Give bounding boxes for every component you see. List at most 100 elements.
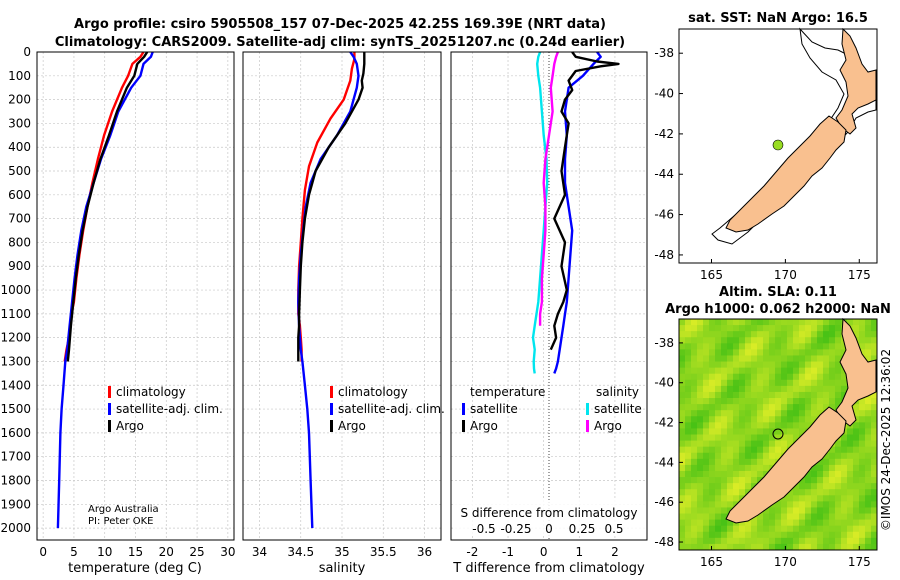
sla-map-cell: [685, 428, 692, 435]
sla-map-cell: [745, 519, 752, 527]
depth-tick-100: 100: [8, 69, 31, 83]
sla-map-cell: [853, 531, 860, 539]
sla-map-cell: [859, 531, 866, 539]
sla-map-cell: [739, 543, 746, 551]
sst-map-lat--38: -38: [654, 46, 674, 60]
sla-map-cell: [775, 428, 782, 435]
sla-map-cell: [727, 519, 734, 527]
sla-map-cell: [781, 507, 788, 514]
sla-map-cell: [763, 537, 770, 545]
sla-map-cell: [703, 477, 710, 484]
sla-map-cell: [829, 404, 836, 411]
sla-map-cell: [793, 525, 800, 533]
sla-map-cell: [865, 464, 872, 472]
sla-map-cell: [709, 543, 716, 551]
sla-map-cell: [745, 470, 752, 478]
sla-map-cell: [721, 379, 728, 387]
sla-map-cell: [769, 440, 776, 448]
sla-map-cell: [733, 543, 740, 551]
sla-map-cell: [697, 361, 704, 369]
sla-map-cell: [727, 501, 734, 508]
sla-map-cell: [697, 537, 704, 545]
sla-map-cell: [685, 404, 692, 411]
sla-map-cell: [733, 531, 740, 539]
sla-map-cell: [715, 434, 722, 441]
sla-map-cell: [733, 373, 740, 381]
sla-map-cell: [871, 391, 878, 399]
sla-map-cell: [793, 495, 800, 502]
sla-map-cell: [733, 398, 740, 405]
sla-map-cell: [721, 343, 728, 350]
sla-map-cell: [763, 446, 770, 454]
sla-map-cell: [691, 325, 698, 332]
sla-map-south-island: [725, 406, 847, 524]
depth-tick-1300: 1300: [0, 354, 31, 368]
sla-map-cell: [835, 355, 842, 362]
sla-map-cell: [727, 543, 734, 551]
sla-map-cell: [793, 331, 800, 338]
sla-map-cell: [835, 495, 842, 502]
sla-map-cell: [709, 440, 716, 448]
sla-map-cell: [817, 355, 824, 362]
sla-map-cell: [829, 525, 836, 533]
sla-map-cell: [853, 507, 860, 514]
sla-map-cell: [691, 525, 698, 533]
sla-map-cell: [805, 543, 812, 551]
sla-map-cell: [817, 373, 824, 381]
sla-map-cell: [847, 501, 854, 508]
sla-map-cell: [685, 446, 692, 454]
sst-map-north-island: [835, 27, 877, 135]
sla-map-cell: [679, 452, 686, 460]
sla-map-cell: [721, 319, 728, 326]
sla-map-cell: [841, 489, 848, 496]
sla-map-cell: [871, 349, 878, 356]
sla-map-cell: [829, 470, 836, 478]
sla-map-cell: [763, 464, 770, 472]
sla-map-cell: [769, 410, 776, 417]
sla-map-cell: [709, 519, 716, 527]
sla-map-cell: [763, 531, 770, 539]
sla-map-cell: [787, 319, 794, 326]
sla-map-cell: [697, 525, 704, 533]
sla-map-cell: [865, 537, 872, 545]
sla-map-cell: [697, 531, 704, 539]
sla-map-cell: [709, 452, 716, 460]
sla-map-cell: [739, 434, 746, 441]
sla-map-cell: [697, 458, 704, 466]
sla-map-cell: [703, 331, 710, 338]
sla-map-cell: [733, 367, 740, 375]
sla-map-cell: [853, 410, 860, 417]
sla-map-cell: [709, 483, 716, 490]
sla-map-cell: [793, 507, 800, 514]
sla-map-cell: [721, 495, 728, 502]
sla-map-cell: [709, 349, 716, 356]
depth-tick-1900: 1900: [0, 497, 31, 511]
sla-map-cell: [817, 525, 824, 533]
sla-map-cell: [871, 543, 878, 551]
sla-map-cell: [871, 434, 878, 441]
sla-map-cell: [853, 452, 860, 460]
salinity-xtick-34.5: 34.5: [287, 545, 314, 559]
sla-map-cell: [829, 319, 836, 326]
sla-map-cell: [739, 446, 746, 454]
sla-map-cell: [841, 470, 848, 478]
sla-map-cell: [715, 331, 722, 338]
sla-map-cell: [847, 434, 854, 441]
sla-map-cell: [757, 470, 764, 478]
sla-map-cell: [805, 519, 812, 527]
sla-map-cell: [733, 470, 740, 478]
sla-map-cell: [787, 361, 794, 369]
sla-map-cell: [823, 483, 830, 490]
sla-map-cell: [871, 355, 878, 362]
figure-title-line1: Argo profile: csiro 5905508_157 07-Dec-2…: [74, 17, 606, 32]
sla-map-cell: [769, 379, 776, 387]
salinity-grid: [243, 51, 441, 540]
sla-map-cell: [859, 422, 866, 429]
sla-map-cell: [691, 446, 698, 454]
sla-map-cell: [859, 410, 866, 417]
sst-map-lon-165: 165: [700, 268, 723, 282]
sla-map-cell: [703, 367, 710, 375]
sla-map-cell: [751, 531, 758, 539]
sla-map-cell: [775, 537, 782, 545]
sla-map-cell: [835, 519, 842, 527]
